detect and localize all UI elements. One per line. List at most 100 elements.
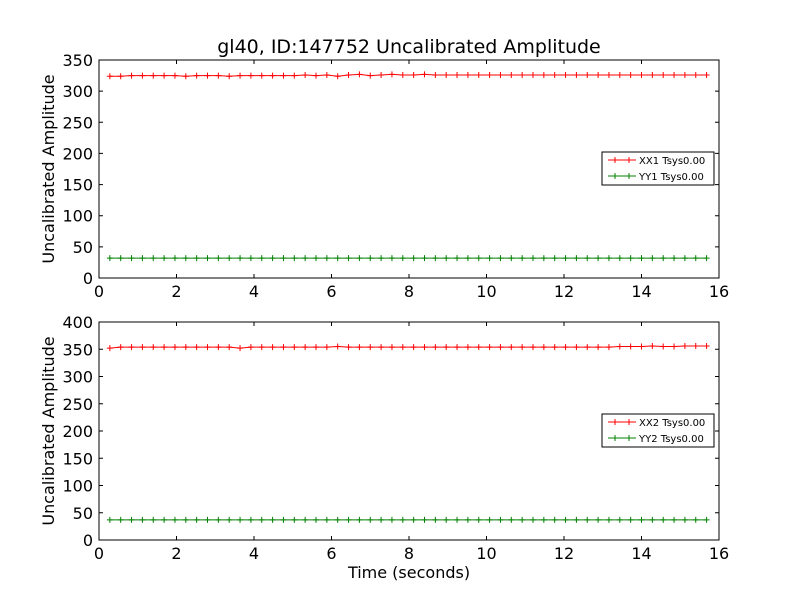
data-point <box>226 255 233 262</box>
data-point <box>182 344 189 351</box>
data-point <box>660 255 667 262</box>
data-point <box>421 255 428 262</box>
data-point <box>150 72 157 79</box>
legend <box>601 413 715 448</box>
data-point <box>508 71 515 78</box>
legend-marker <box>608 173 636 179</box>
data-point <box>215 516 222 523</box>
data-point <box>475 516 482 523</box>
data-point <box>106 255 113 262</box>
subplot-2 <box>98 321 720 541</box>
legend-box <box>601 413 715 448</box>
data-point <box>671 516 678 523</box>
data-point <box>530 344 536 351</box>
data-point <box>551 344 558 351</box>
data-point <box>204 516 211 523</box>
data-point <box>551 516 558 523</box>
data-point <box>584 255 591 262</box>
data-point <box>323 344 330 351</box>
y-tick-label: 350 <box>62 51 93 70</box>
data-point <box>356 255 363 262</box>
data-point <box>280 344 287 351</box>
data-point <box>627 343 634 350</box>
data-point <box>139 344 146 351</box>
data-point <box>399 255 406 262</box>
data-point <box>681 71 688 78</box>
data-point <box>388 516 395 523</box>
data-point <box>464 344 471 351</box>
data-point <box>464 255 471 262</box>
y-tick-label: 100 <box>62 477 93 496</box>
data-point <box>508 255 515 262</box>
data-point <box>313 516 319 523</box>
data-point <box>540 255 547 262</box>
data-point <box>573 344 580 351</box>
data-point <box>530 255 536 262</box>
data-point <box>584 516 591 523</box>
data-point <box>280 255 287 262</box>
data-point <box>117 344 124 351</box>
subplot-1 <box>98 59 720 279</box>
data-point <box>627 516 634 523</box>
data-point <box>334 343 341 350</box>
y-tick-label: 0 <box>83 531 93 550</box>
data-point <box>182 255 189 262</box>
data-point <box>703 255 710 262</box>
data-point <box>443 344 450 351</box>
data-point <box>671 255 678 262</box>
data-point <box>421 516 428 523</box>
data-point <box>497 71 504 78</box>
data-point <box>573 255 580 262</box>
data-point <box>660 343 667 350</box>
data-point <box>291 72 298 79</box>
data-point <box>313 72 319 79</box>
data-point <box>454 516 461 523</box>
data-point <box>616 71 623 78</box>
x-tick-label: 16 <box>709 544 729 563</box>
data-point <box>519 344 526 351</box>
data-point <box>638 71 645 78</box>
data-point <box>258 255 265 262</box>
data-point <box>150 516 157 523</box>
data-point <box>540 71 547 78</box>
data-point <box>171 344 178 351</box>
data-point <box>399 344 406 351</box>
data-point <box>573 516 580 523</box>
data-point <box>150 344 157 351</box>
data-point <box>671 71 678 78</box>
data-point <box>388 71 395 78</box>
data-point <box>703 71 710 78</box>
data-point <box>237 255 244 262</box>
x-tick-label: 16 <box>709 282 729 301</box>
data-point <box>410 255 417 262</box>
data-point <box>139 72 146 79</box>
y-tick-label: 50 <box>73 238 93 257</box>
data-point <box>345 255 352 262</box>
x-tick-label: 0 <box>94 282 104 301</box>
data-point <box>378 255 385 262</box>
data-point <box>605 516 612 523</box>
y-tick-label: 150 <box>62 176 93 195</box>
data-point <box>269 255 276 262</box>
data-point <box>660 516 667 523</box>
data-point <box>247 516 254 523</box>
data-point <box>443 255 450 262</box>
data-point <box>692 71 699 78</box>
legend-entry: XX1 Tsys0.00 <box>639 156 705 167</box>
data-point <box>139 516 146 523</box>
data-point <box>161 255 168 262</box>
data-point <box>605 71 612 78</box>
data-point <box>247 344 254 351</box>
data-point <box>280 516 287 523</box>
data-point <box>649 516 656 523</box>
data-point <box>247 255 254 262</box>
data-point <box>421 71 428 78</box>
data-point <box>171 516 178 523</box>
data-point <box>237 345 244 352</box>
data-point <box>150 255 157 262</box>
y-tick-label: 250 <box>62 395 93 414</box>
y-tick-label: 200 <box>62 144 93 163</box>
y-tick-label: 150 <box>62 449 93 468</box>
data-point <box>410 516 417 523</box>
